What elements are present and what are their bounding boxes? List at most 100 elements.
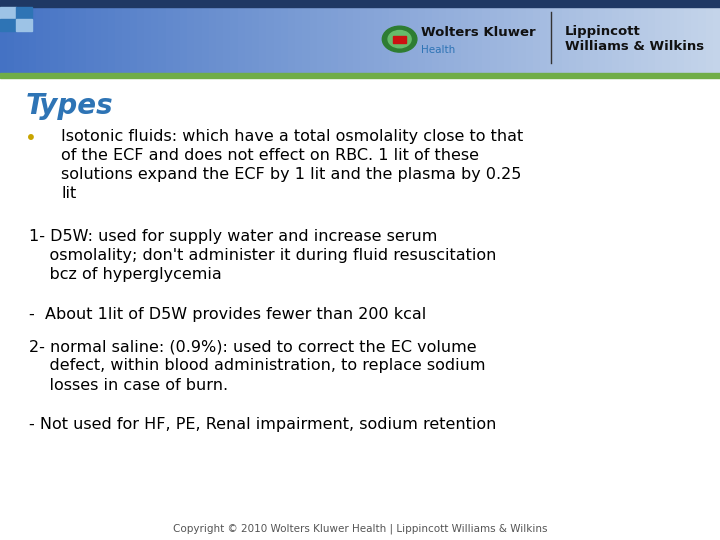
Bar — [310, 0, 318, 73]
Bar — [641, 0, 649, 73]
Bar — [43, 0, 52, 73]
Bar — [72, 0, 81, 73]
Bar — [497, 0, 505, 73]
Bar — [346, 0, 354, 73]
Bar — [648, 0, 657, 73]
Bar — [547, 0, 556, 73]
Text: •: • — [25, 129, 37, 147]
Bar — [338, 0, 347, 73]
Bar — [173, 0, 181, 73]
Bar — [29, 0, 37, 73]
Bar — [425, 0, 433, 73]
Bar — [65, 0, 73, 73]
Text: 2- normal saline: (0.9%): used to correct the EC volume
    defect, within blood: 2- normal saline: (0.9%): used to correc… — [29, 339, 485, 393]
Text: Health: Health — [421, 45, 456, 55]
Bar — [281, 0, 289, 73]
Bar — [0, 73, 720, 78]
Bar — [605, 0, 613, 73]
Circle shape — [388, 30, 411, 48]
Bar — [317, 0, 325, 73]
Bar — [526, 0, 534, 73]
Bar — [79, 0, 88, 73]
Bar — [619, 0, 628, 73]
Text: Types: Types — [25, 92, 113, 120]
Bar — [482, 0, 491, 73]
Bar — [259, 0, 268, 73]
Bar — [403, 0, 412, 73]
Text: 1- D5W: used for supply water and increase serum
    osmolality; don't administe: 1- D5W: used for supply water and increa… — [29, 229, 496, 282]
Bar — [144, 0, 153, 73]
Bar — [418, 0, 426, 73]
Text: Isotonic fluids: which have a total osmolality close to that
of the ECF and does: Isotonic fluids: which have a total osmo… — [61, 129, 523, 201]
Bar — [0, 19, 16, 31]
Bar — [540, 0, 549, 73]
Text: Williams & Wilkins: Williams & Wilkins — [565, 40, 704, 53]
Bar — [7, 0, 16, 73]
Bar — [36, 0, 45, 73]
Bar — [302, 0, 311, 73]
Bar — [454, 0, 462, 73]
Text: Wolters Kluwer: Wolters Kluwer — [421, 26, 536, 39]
Bar — [706, 0, 714, 73]
Bar — [684, 0, 693, 73]
Text: Lippincott: Lippincott — [565, 25, 641, 38]
Text: Copyright © 2010 Wolters Kluwer Health | Lippincott Williams & Wilkins: Copyright © 2010 Wolters Kluwer Health |… — [173, 523, 547, 534]
Bar — [504, 0, 513, 73]
Text: - Not used for HF, PE, Renal impairment, sodium retention: - Not used for HF, PE, Renal impairment,… — [29, 417, 496, 432]
Bar — [446, 0, 455, 73]
Bar — [108, 0, 117, 73]
Bar — [223, 0, 232, 73]
Bar — [691, 0, 700, 73]
Bar — [393, 36, 406, 43]
Bar — [367, 0, 376, 73]
Bar — [331, 0, 340, 73]
Bar — [590, 0, 599, 73]
Bar — [562, 0, 570, 73]
Bar — [598, 0, 606, 73]
Bar — [295, 0, 304, 73]
Bar — [0, 0, 9, 73]
Bar — [252, 0, 261, 73]
Bar — [432, 0, 441, 73]
Bar — [533, 0, 541, 73]
Bar — [670, 0, 678, 73]
Bar — [0, 0, 720, 7]
Bar — [288, 0, 297, 73]
Bar — [626, 0, 635, 73]
Circle shape — [382, 26, 417, 52]
Bar — [389, 0, 397, 73]
Bar — [180, 0, 189, 73]
Bar — [14, 0, 23, 73]
Bar — [490, 0, 498, 73]
Bar — [16, 19, 32, 31]
Bar — [187, 0, 196, 73]
Bar — [137, 0, 145, 73]
Bar — [698, 0, 707, 73]
Bar — [475, 0, 484, 73]
Bar — [209, 0, 217, 73]
Bar — [353, 0, 361, 73]
Bar — [612, 0, 621, 73]
Bar — [194, 0, 203, 73]
Bar — [16, 7, 32, 19]
Bar — [266, 0, 275, 73]
Bar — [569, 0, 577, 73]
Text: -  About 1lit of D5W provides fewer than 200 kcal: - About 1lit of D5W provides fewer than … — [29, 307, 426, 322]
Bar — [583, 0, 592, 73]
Bar — [461, 0, 469, 73]
Bar — [202, 0, 210, 73]
Bar — [50, 0, 59, 73]
Bar — [374, 0, 383, 73]
Bar — [576, 0, 585, 73]
Bar — [122, 0, 131, 73]
Bar — [713, 0, 720, 73]
Bar — [216, 0, 225, 73]
Bar — [22, 0, 30, 73]
Bar — [94, 0, 102, 73]
Bar — [245, 0, 253, 73]
Bar — [274, 0, 282, 73]
Bar — [360, 0, 369, 73]
Bar — [396, 0, 405, 73]
Bar — [238, 0, 246, 73]
Bar — [382, 0, 390, 73]
